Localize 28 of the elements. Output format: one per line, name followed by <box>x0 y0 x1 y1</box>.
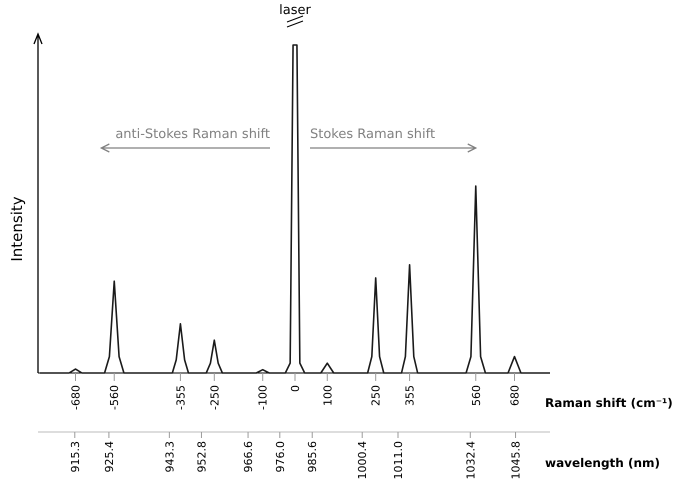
x2-tick-label: 1032.4 <box>464 441 478 480</box>
text: laser <box>279 3 312 18</box>
x2-tick-label: 1000.4 <box>356 441 370 480</box>
x-tick-label: -560 <box>108 385 122 410</box>
x-tick-label: -680 <box>70 385 83 410</box>
annotation: Stokes Raman shift <box>310 127 436 142</box>
x2-tick-label: 952.8 <box>195 441 208 472</box>
x2-tick-label: 985.6 <box>306 441 320 472</box>
x2-tick-label: 1045.8 <box>510 441 523 480</box>
x-tick-label: 0 <box>289 385 302 392</box>
y-axis-title: Intensity <box>8 196 26 262</box>
x-tick-label: 250 <box>370 385 383 406</box>
x2-tick-label: 915.3 <box>68 441 82 472</box>
x-axis-title: Raman shift (cm⁻¹) <box>545 396 673 410</box>
x2-axis-title: wavelength (nm) <box>545 456 660 470</box>
x-tick-label: 355 <box>404 385 417 406</box>
x-tick-label: -100 <box>256 385 270 410</box>
x-tick-label: -250 <box>208 385 222 410</box>
x2-tick-label: 925.4 <box>102 441 116 472</box>
annotation: anti-Stokes Raman shift <box>115 127 270 142</box>
x-tick-label: -355 <box>174 385 188 410</box>
x2-tick-label: 976.0 <box>274 441 287 472</box>
x-tick-label: 100 <box>321 385 334 406</box>
x2-tick-label: 1011.0 <box>392 441 406 480</box>
x2-tick-label: 966.6 <box>242 441 256 472</box>
x2-tick-label: 943.3 <box>163 441 176 472</box>
x-tick-label: 680 <box>508 385 522 406</box>
x-tick-label: 560 <box>470 385 483 406</box>
